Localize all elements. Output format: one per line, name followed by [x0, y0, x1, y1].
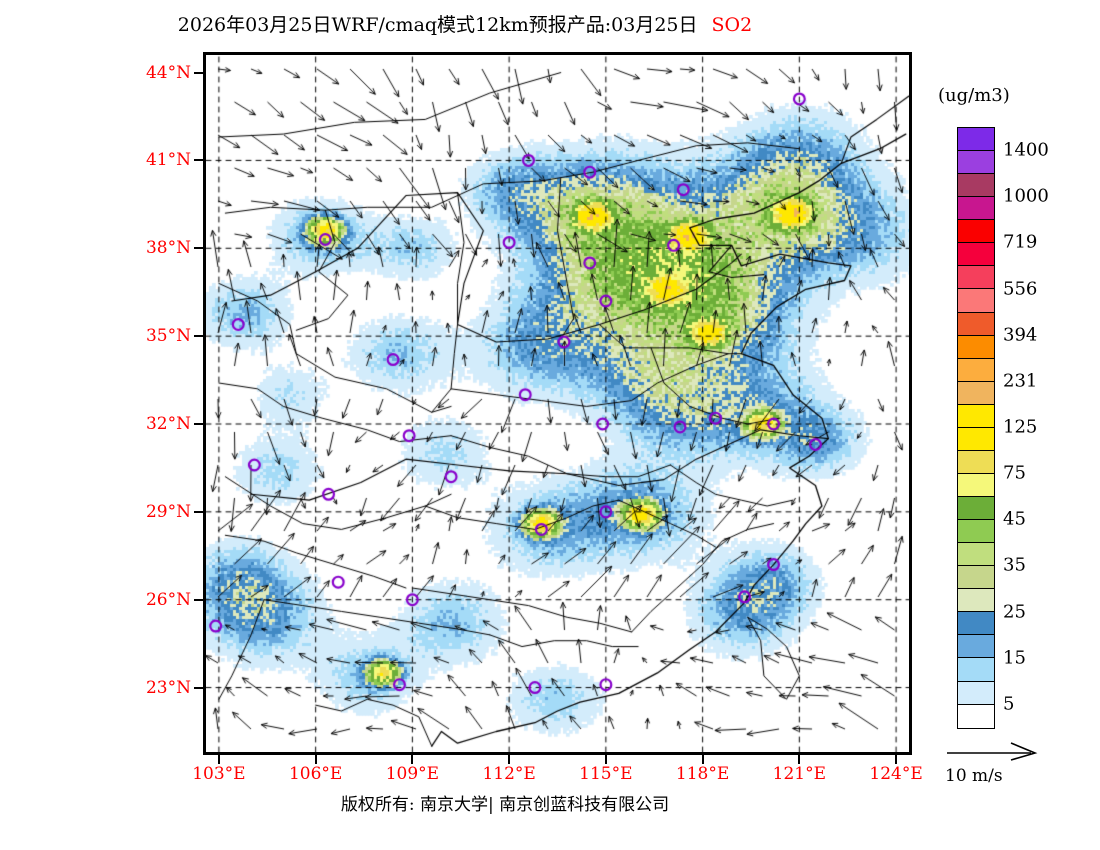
x-axis-tick-label: 106°E [288, 764, 343, 784]
x-axis-tick-mark [604, 755, 607, 764]
y-axis-tick-label: 29°N [145, 501, 191, 522]
x-axis-tick-mark [798, 755, 801, 764]
colorbar-band [958, 681, 994, 705]
colorbar-band [958, 266, 994, 290]
map-plot-area[interactable] [203, 52, 912, 755]
y-axis-tick-mark [194, 71, 203, 74]
y-axis-tick-label: 41°N [145, 150, 191, 171]
x-axis-tick-label: 124°E [869, 764, 923, 784]
colorbar-band [958, 358, 994, 382]
y-axis-tick-mark [194, 423, 203, 425]
y-axis-tick-label: 35°N [145, 326, 191, 347]
y-axis-tick-label: 23°N [145, 677, 191, 698]
y-axis-tick-label: 44°N [145, 62, 191, 83]
x-axis-tick-mark [314, 755, 317, 764]
colorbar-band [958, 243, 994, 267]
colorbar-band [958, 312, 994, 336]
page-title: 2026年03月25日WRF/cmaq模式12km预报产品:03月25日 SO2 [0, 10, 930, 37]
colorbar-band [958, 220, 994, 244]
x-axis-tick-label: 121°E [772, 764, 827, 784]
x-axis-tick-mark [508, 755, 511, 764]
y-axis-tick-mark [194, 247, 203, 250]
colorbar-band [958, 197, 994, 221]
colorbar-band [958, 473, 994, 497]
colorbar-band [958, 381, 994, 405]
colorbar-band [958, 566, 994, 590]
colorbar-band [958, 427, 994, 451]
colorbar-band [958, 612, 994, 636]
y-axis-tick-label: 32°N [145, 414, 191, 434]
colorbar-band [958, 450, 994, 474]
y-axis-tick-label: 26°N [145, 589, 191, 610]
colorbar-tick-label: 394 [1003, 324, 1038, 346]
colorbar[interactable] [957, 127, 995, 729]
y-axis-tick-mark [194, 598, 203, 601]
colorbar-tick-label: 1400 [1003, 139, 1049, 161]
colorbar-tick-label: 231 [1003, 370, 1038, 392]
x-axis-tick-label: 115°E [579, 764, 633, 784]
colorbar-band [958, 289, 994, 313]
title-text: 2026年03月25日WRF/cmaq模式12km预报产品:03月25日 [177, 14, 698, 36]
colorbar-tick-label: 45 [1003, 508, 1026, 530]
colorbar-band [958, 520, 994, 544]
colorbar-tick-label: 5 [1003, 693, 1015, 715]
wind-scale-arrow-icon [945, 742, 1085, 762]
y-axis-tick-mark [194, 335, 203, 338]
x-axis-tick-mark [411, 755, 414, 764]
colorbar-tick-label: 75 [1003, 462, 1026, 484]
colorbar-band [958, 497, 994, 521]
x-axis-tick-label: 103°E [192, 764, 246, 784]
colorbar-band [958, 658, 994, 682]
colorbar-band [958, 151, 994, 175]
colorbar-tick-label: 25 [1003, 601, 1026, 623]
colorbar-band [958, 404, 994, 428]
colorbar-tick-label: 556 [1003, 278, 1038, 300]
species-label: SO2 [711, 14, 753, 36]
colorbar-tick-label: 1000 [1003, 185, 1049, 207]
x-axis-tick-mark [217, 755, 220, 764]
colorbar-band [958, 335, 994, 359]
x-axis-tick-label: 109°E [385, 764, 440, 784]
y-axis-tick-mark [194, 686, 203, 689]
colorbar-band [958, 128, 994, 152]
colorbar-band [958, 589, 994, 613]
x-axis-tick-label: 112°E [482, 764, 536, 784]
x-axis-tick-label: 118°E [675, 764, 730, 784]
colorbar-unit-label: (ug/m3) [938, 85, 1010, 106]
colorbar-tick-label: 719 [1003, 231, 1038, 253]
colorbar-band [958, 543, 994, 567]
colorbar-tick-label: 35 [1003, 554, 1026, 576]
colorbar-band [958, 635, 994, 659]
colorbar-tick-label: 15 [1003, 647, 1026, 669]
y-axis-tick-mark [194, 159, 203, 162]
y-axis-tick-label: 38°N [145, 238, 191, 259]
colorbar-band [958, 174, 994, 198]
colorbar-band [958, 704, 994, 728]
y-axis-tick-mark [194, 510, 203, 513]
copyright-footer: 版权所有: 南京大学| 南京创蓝科技有限公司 [340, 795, 670, 815]
wind-scale-label: 10 m/s [945, 766, 1003, 786]
map-canvas[interactable] [206, 55, 909, 752]
colorbar-tick-label: 125 [1003, 416, 1038, 438]
x-axis-tick-mark [895, 755, 898, 764]
x-axis-tick-mark [701, 755, 704, 764]
